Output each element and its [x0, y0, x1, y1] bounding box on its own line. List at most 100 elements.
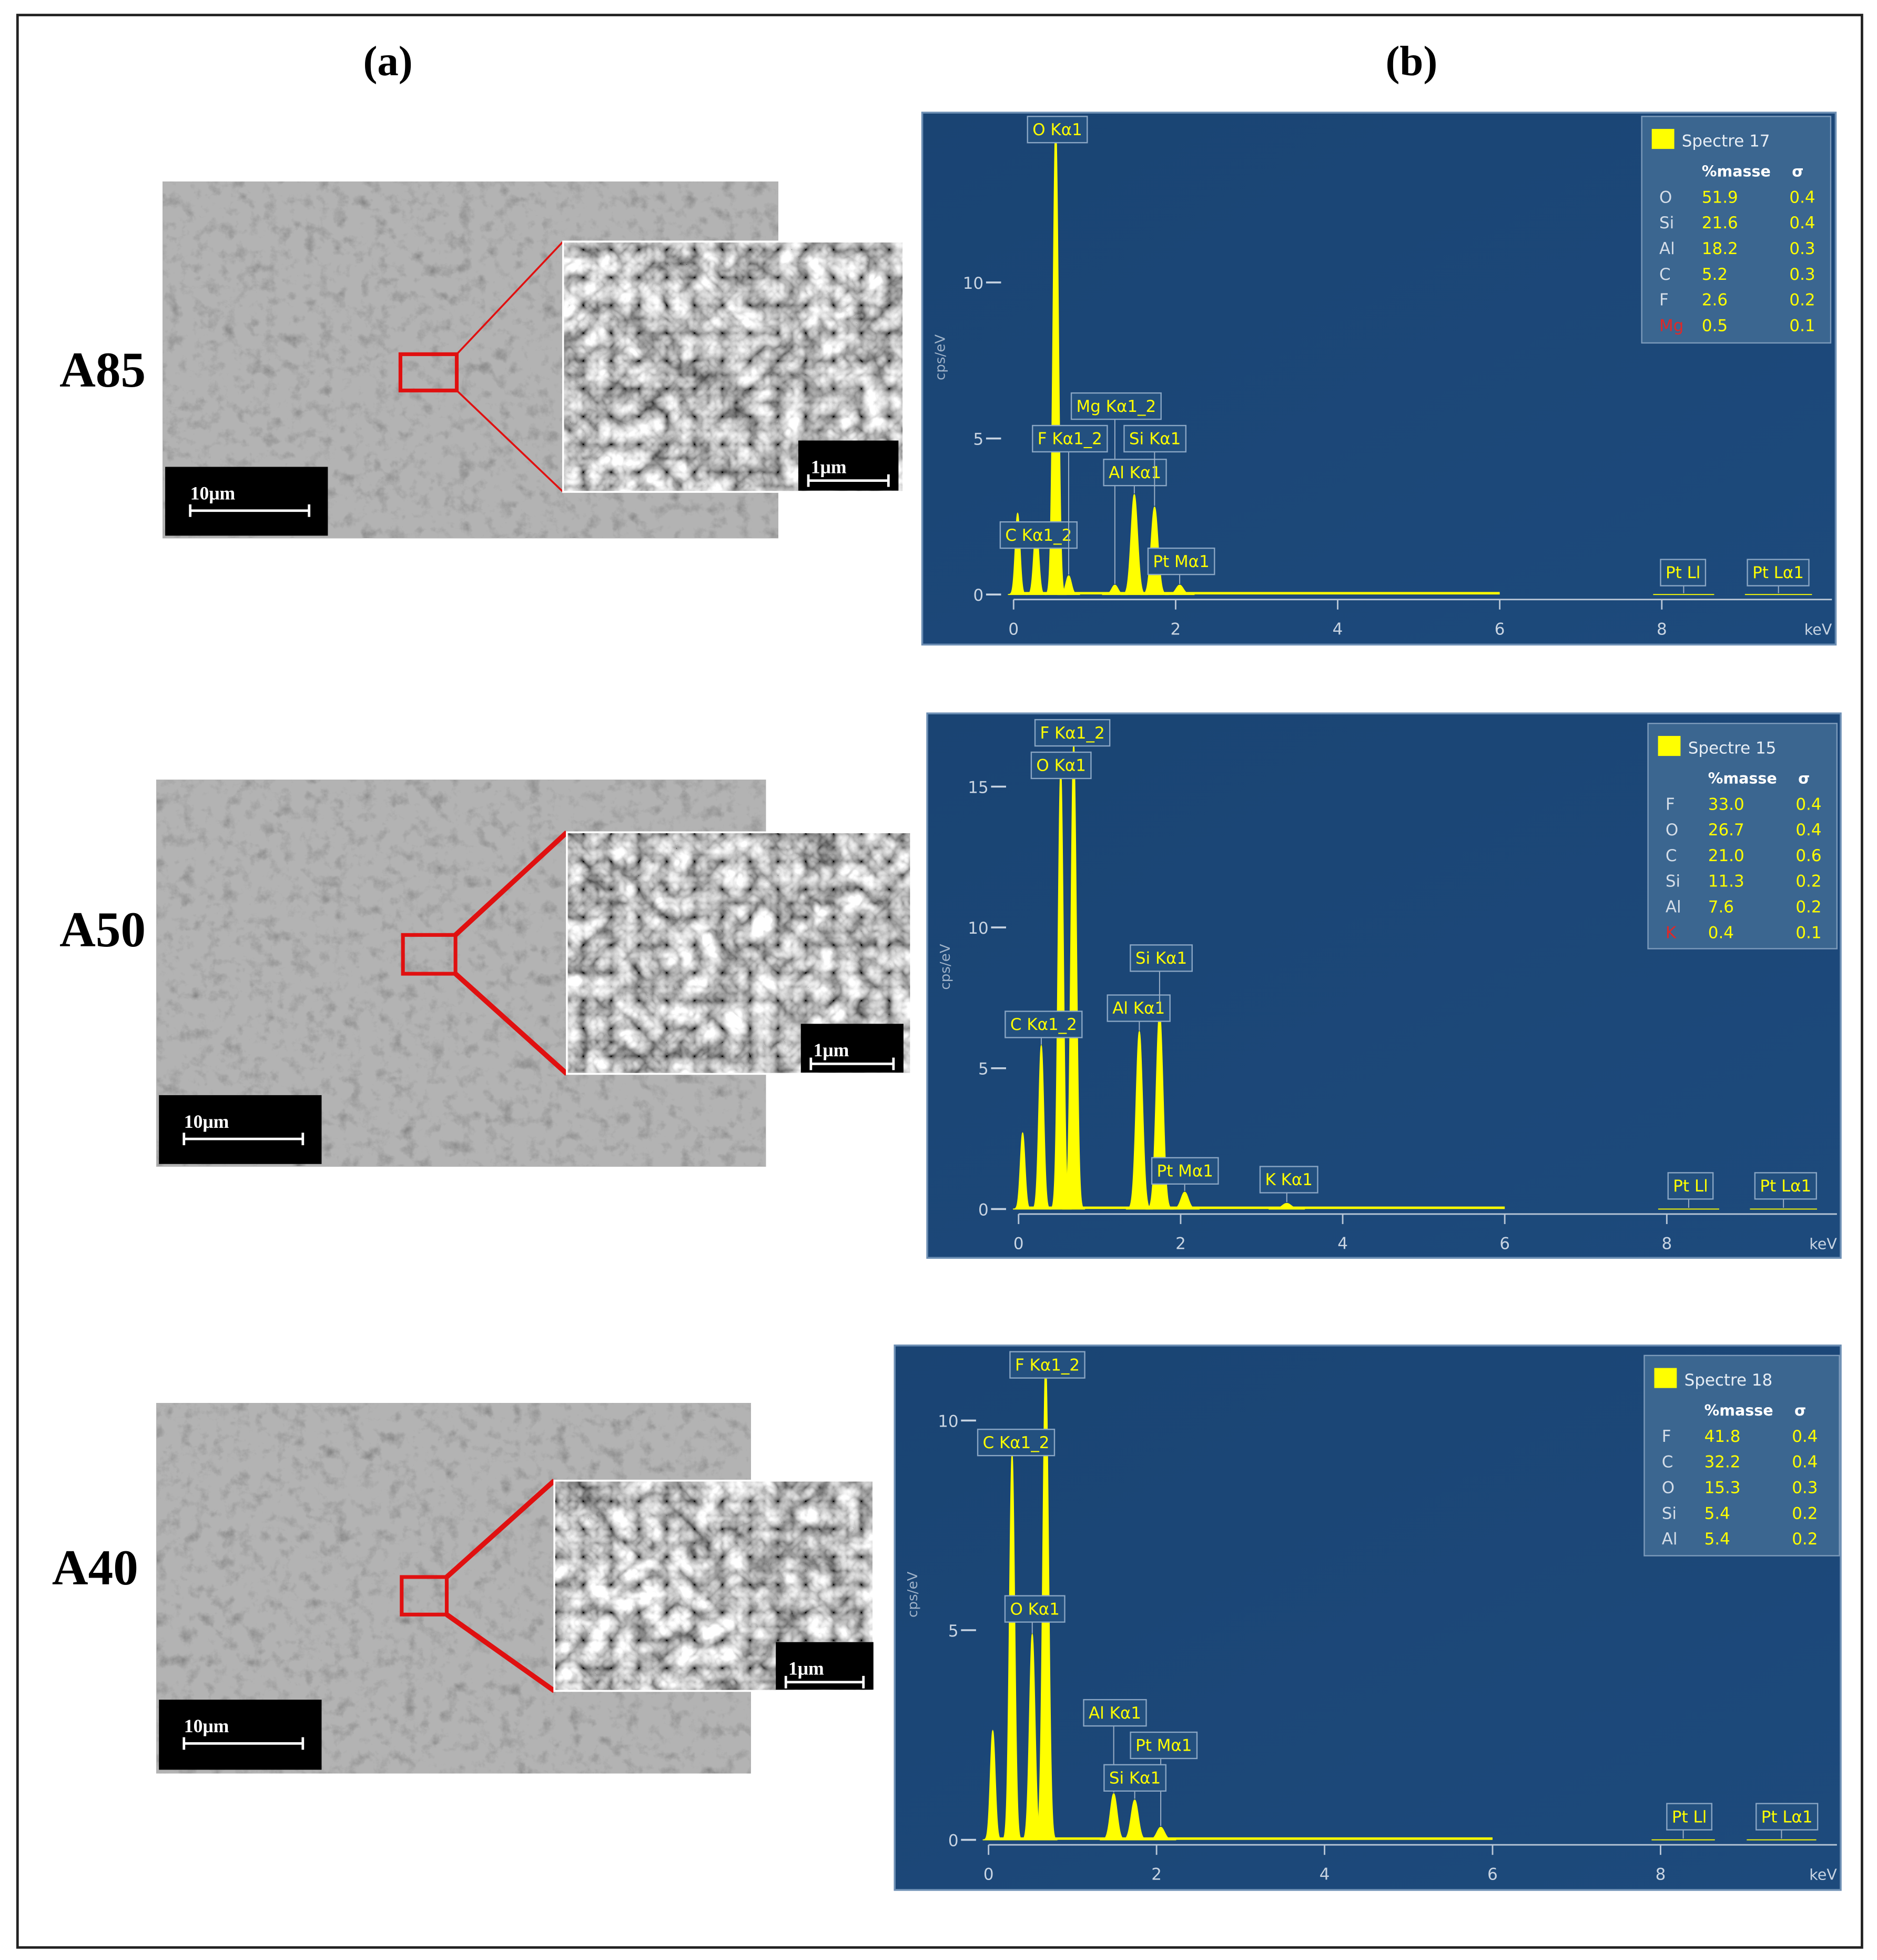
legend-mass: 7.6	[1708, 898, 1734, 917]
spectrum-peak	[1008, 512, 1028, 595]
x-axis-label: keV	[1809, 1235, 1837, 1253]
zoom-line	[445, 1612, 556, 1693]
legend-element: Si	[1662, 1504, 1677, 1523]
x-tick-label: 8	[1656, 1865, 1666, 1884]
x-axis-label: keV	[1809, 1866, 1837, 1884]
legend-mass: 5.4	[1704, 1530, 1730, 1549]
legend-element: C	[1662, 1453, 1673, 1472]
peak-label-box	[1667, 1172, 1714, 1200]
zoom-box	[398, 352, 459, 392]
legend-sigma: 0.2	[1789, 291, 1815, 310]
legend-element: F	[1666, 795, 1675, 814]
legend-mass: 51.9	[1702, 188, 1738, 207]
peak-label-box	[1070, 392, 1162, 420]
peak-label-box	[1030, 751, 1092, 780]
peak-label: Al Kα1	[1089, 1704, 1141, 1723]
legend-mass: 15.3	[1704, 1479, 1741, 1498]
peak-label-box	[1009, 1351, 1085, 1379]
peak-label: Pt Ll	[1673, 1177, 1708, 1196]
inset-frame	[553, 1479, 875, 1692]
peak-label: Pt Lα1	[1761, 1807, 1813, 1826]
legend-sigma: 0.4	[1789, 188, 1815, 207]
legend-element: O	[1666, 821, 1678, 840]
peak-label: Al Kα1	[1112, 999, 1165, 1018]
x-tick-label: 0	[983, 1865, 994, 1884]
scale-bar-box	[159, 1700, 322, 1770]
legend-element: F	[1662, 1427, 1671, 1446]
legend-mass: 2.6	[1702, 291, 1728, 310]
legend-mass: 0.5	[1702, 316, 1728, 335]
legend-mass: 21.6	[1702, 214, 1738, 233]
peak-label-box	[1083, 1699, 1147, 1727]
panel-label: (b)	[1385, 38, 1437, 85]
y-tick-label: 5	[948, 1622, 959, 1641]
scale-bar-label: 10μm	[190, 482, 236, 503]
legend-element: C	[1659, 265, 1671, 284]
x-tick-label: 6	[1495, 620, 1505, 639]
peak-label-box	[1130, 944, 1193, 972]
y-tick-label: 10	[963, 274, 983, 293]
legend-header: σ	[1794, 1401, 1806, 1419]
y-axis-label: cps/eV	[905, 1571, 921, 1618]
spectrum-peak	[1170, 1191, 1200, 1210]
legend-mass: 5.4	[1704, 1504, 1730, 1523]
peak-label: Mg Kα1_2	[1077, 397, 1156, 416]
x-tick-label: 4	[1320, 1865, 1330, 1884]
legend-sigma: 0.4	[1792, 1427, 1818, 1446]
peak-label-box	[1754, 1172, 1817, 1200]
peak-label: Pt Mα1	[1135, 1736, 1192, 1755]
y-tick-label: 10	[938, 1412, 958, 1431]
panel-label: (a)	[363, 38, 412, 85]
peak-label: Pt Ll	[1666, 563, 1700, 582]
scale-bar-label: 10μm	[184, 1715, 229, 1736]
x-tick-label: 6	[1487, 1865, 1498, 1884]
peak-label-box	[1130, 1731, 1198, 1760]
peak-label: C Kα1_2	[1005, 526, 1072, 545]
zoom-box	[400, 1575, 449, 1617]
legend-mass: 32.2	[1704, 1453, 1741, 1472]
legend-box	[1643, 1355, 1840, 1557]
peak-label: K Kα1	[1265, 1170, 1312, 1189]
legend-header: %masse	[1708, 769, 1777, 787]
legend-mass: 41.8	[1704, 1427, 1741, 1446]
x-tick-label: 4	[1333, 620, 1343, 639]
legend-sigma: 0.2	[1795, 872, 1821, 891]
legend-box	[1647, 723, 1838, 949]
peak-label: O Kα1	[1032, 120, 1082, 139]
legend-swatch	[1654, 1368, 1677, 1388]
legend-element: K	[1666, 923, 1677, 942]
spectrum-peak	[982, 1729, 1003, 1841]
spectrum-peak	[1145, 1826, 1176, 1841]
legend-sigma: 0.2	[1795, 898, 1821, 917]
peak-label: F Kα1_2	[1040, 724, 1105, 743]
y-tick-label: 15	[968, 778, 988, 797]
peak-label: O Kα1	[1010, 1600, 1060, 1619]
peak-label-box	[1103, 459, 1167, 487]
legend-sigma: 0.3	[1792, 1479, 1818, 1498]
scale-bar-label: 1μm	[788, 1658, 824, 1679]
peak-label-box	[999, 521, 1078, 549]
peak-label-box	[1747, 559, 1810, 587]
spectrum-peak	[1125, 1030, 1153, 1210]
legend-sigma: 0.4	[1789, 214, 1815, 233]
legend-element: O	[1662, 1479, 1675, 1498]
peak-label-box	[1147, 547, 1215, 575]
legend-mass: 18.2	[1702, 239, 1738, 258]
scale-bar-box	[165, 467, 328, 536]
legend-sigma: 0.4	[1795, 821, 1821, 840]
peak-label: Pt Mα1	[1153, 552, 1209, 571]
zoom-line	[456, 240, 564, 355]
y-tick-label: 0	[978, 1200, 989, 1219]
zoom-line	[456, 390, 564, 493]
legend-sigma: 0.6	[1795, 846, 1821, 865]
zoom-line	[453, 972, 569, 1076]
legend-box	[1641, 116, 1832, 344]
peak-label-box	[1756, 1803, 1819, 1831]
spectrum-peak	[1100, 1793, 1128, 1841]
peak-label: O Kα1	[1036, 756, 1086, 775]
y-tick-label: 5	[973, 430, 983, 449]
scale-bar-box	[798, 440, 899, 491]
spectrum-peak	[1269, 1203, 1305, 1210]
